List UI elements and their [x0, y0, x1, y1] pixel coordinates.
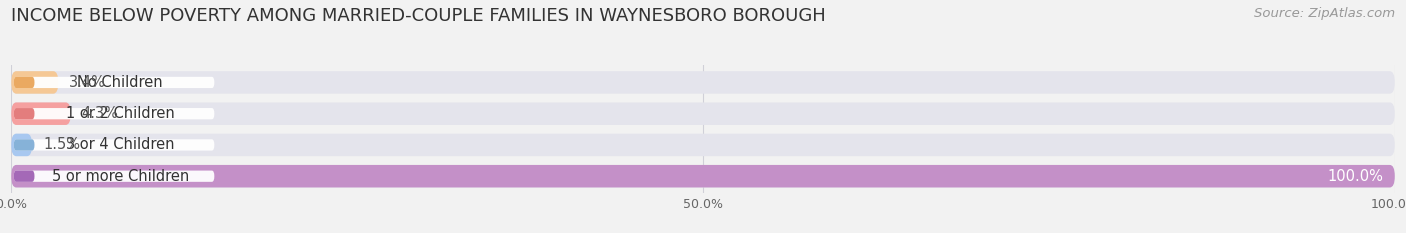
Text: Source: ZipAtlas.com: Source: ZipAtlas.com — [1254, 7, 1395, 20]
Text: 3 or 4 Children: 3 or 4 Children — [66, 137, 174, 152]
FancyBboxPatch shape — [11, 134, 32, 156]
Text: 5 or more Children: 5 or more Children — [52, 169, 188, 184]
FancyBboxPatch shape — [11, 103, 70, 125]
FancyBboxPatch shape — [11, 103, 1395, 125]
FancyBboxPatch shape — [14, 77, 35, 88]
FancyBboxPatch shape — [11, 165, 1395, 188]
FancyBboxPatch shape — [11, 71, 58, 94]
Text: 100.0%: 100.0% — [1327, 169, 1384, 184]
FancyBboxPatch shape — [14, 77, 214, 88]
FancyBboxPatch shape — [14, 108, 214, 119]
FancyBboxPatch shape — [11, 165, 1395, 188]
Text: 4.3%: 4.3% — [82, 106, 118, 121]
FancyBboxPatch shape — [11, 71, 1395, 94]
FancyBboxPatch shape — [11, 134, 1395, 156]
FancyBboxPatch shape — [14, 171, 35, 182]
Text: No Children: No Children — [77, 75, 163, 90]
FancyBboxPatch shape — [14, 139, 35, 151]
Text: INCOME BELOW POVERTY AMONG MARRIED-COUPLE FAMILIES IN WAYNESBORO BOROUGH: INCOME BELOW POVERTY AMONG MARRIED-COUPL… — [11, 7, 825, 25]
Text: 3.4%: 3.4% — [69, 75, 107, 90]
Text: 1.5%: 1.5% — [44, 137, 80, 152]
FancyBboxPatch shape — [14, 139, 214, 151]
FancyBboxPatch shape — [14, 171, 214, 182]
Text: 1 or 2 Children: 1 or 2 Children — [66, 106, 174, 121]
FancyBboxPatch shape — [14, 108, 35, 119]
